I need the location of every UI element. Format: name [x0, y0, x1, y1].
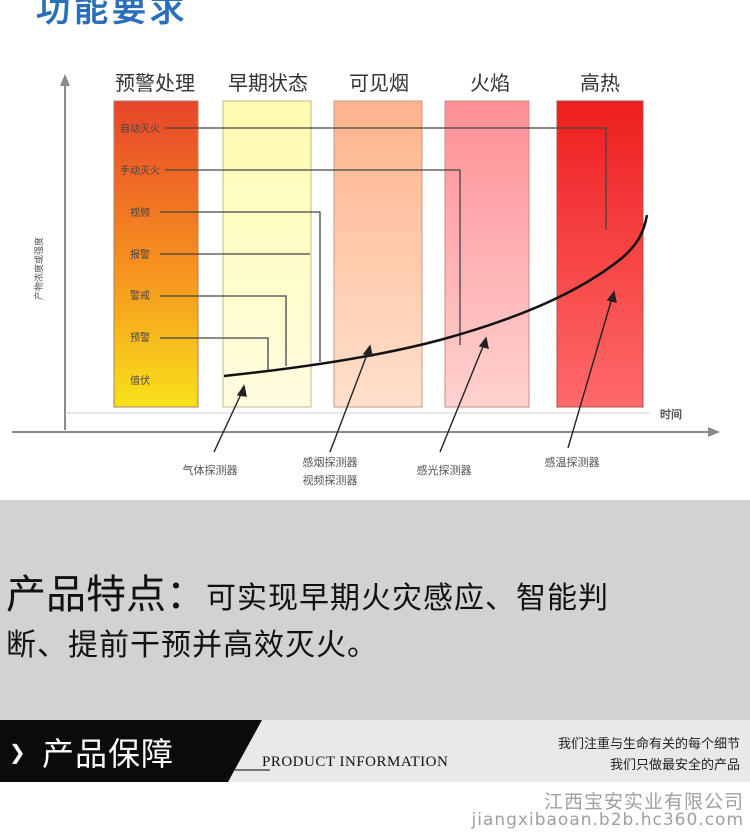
level-label: 自动灭火 — [120, 122, 160, 135]
category-label: 火焰 — [470, 71, 510, 95]
y-axis-arrow — [60, 74, 70, 86]
x-axis-arrow — [708, 427, 720, 437]
detector-pointers — [213, 290, 617, 453]
category-label: 可见烟 — [349, 71, 409, 95]
level-label: 视频 — [130, 206, 150, 219]
category-label: 预警处理 — [115, 71, 195, 95]
banner-slogan-1: 我们注重与生命有关的每个细节 — [557, 737, 740, 752]
detector-label: 气体探测器 — [183, 463, 238, 477]
detector-label: 感烟探测器 — [303, 455, 358, 469]
features-line1: 可实现早期火灾感应、智能判 — [206, 581, 609, 616]
detector-label: 视频探测器 — [303, 473, 358, 487]
stage-column-smoke — [333, 100, 423, 408]
stage-column-heat — [556, 100, 644, 408]
banner-title: 产品保障 — [42, 735, 175, 773]
level-label: 预警 — [130, 331, 150, 344]
features-label: 产品特点： — [6, 572, 206, 618]
level-label: 报警 — [130, 248, 150, 261]
growth-curve — [223, 214, 649, 378]
detector-label: 感光探测器 — [417, 463, 472, 477]
chevron-right-icon: ❯ — [9, 740, 26, 764]
features-line2: 断、提前干预并高效灭火。 — [6, 628, 378, 663]
category-label: 早期状态 — [228, 71, 308, 95]
url-watermark: jiangxibaoan.b2b.hc360.com — [471, 810, 744, 830]
level-label: 手动灭火 — [120, 164, 160, 177]
level-label: 警戒 — [130, 289, 150, 302]
banner-black-panel — [0, 720, 270, 782]
diagram-area: 功能要求 — [12, 0, 720, 487]
company-watermark: 江西宝安实业有限公司 — [543, 791, 744, 813]
y-axis-label: 产物浓度或强度 — [33, 237, 45, 300]
level-label: 值伏 — [130, 374, 150, 387]
level-connectors — [160, 127, 607, 371]
category-label: 高热 — [580, 71, 620, 95]
features-section — [0, 500, 750, 720]
detector-label: 感温探测器 — [545, 456, 600, 469]
stage-column-flame — [444, 100, 530, 408]
section-title: 功能要求 — [36, 0, 188, 30]
banner-slogan-2: 我们只做最安全的产品 — [609, 758, 740, 773]
features-text: 产品特点：可实现早期火灾感应、智能判 — [6, 562, 746, 620]
x-axis-label: 时间 — [660, 407, 682, 421]
fire-stage-diagram: 预警处理 早期状态 可见烟 火焰 高热 自动灭火 手动灭火 视频 报警 警戒 预… — [12, 71, 720, 487]
banner-english: PRODUCT INFORMATION — [262, 754, 449, 770]
footer — [0, 782, 750, 833]
